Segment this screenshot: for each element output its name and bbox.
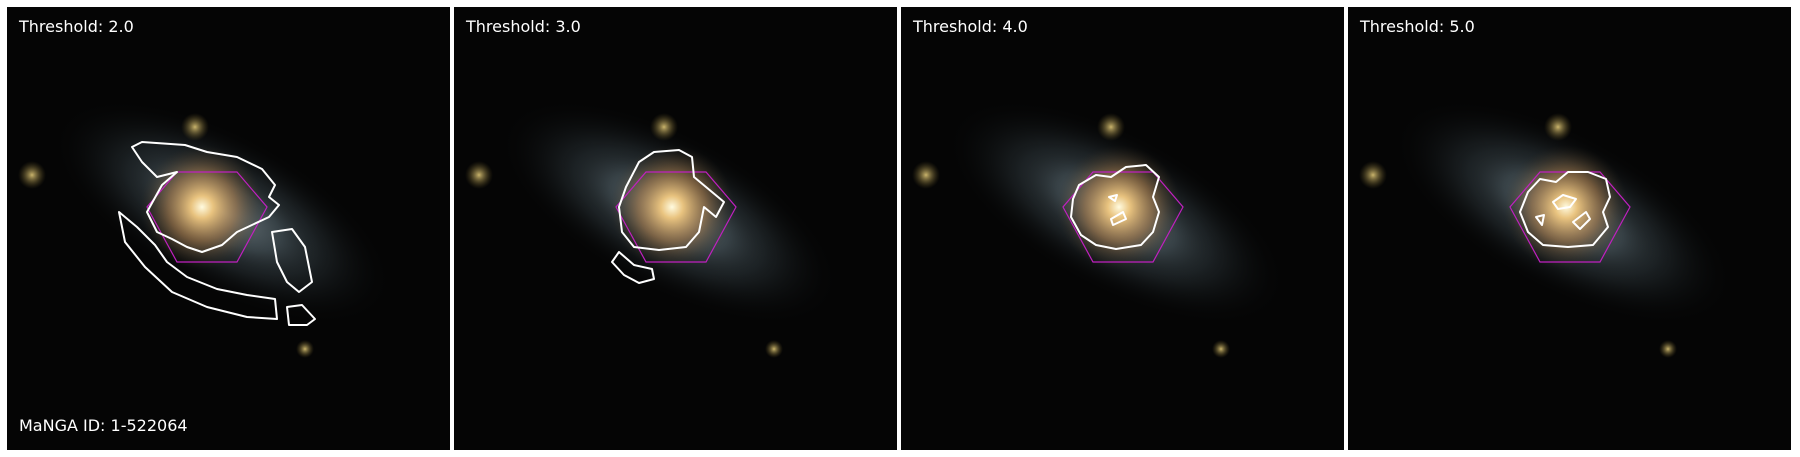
contour-path [1108,194,1118,202]
threshold-label: Threshold: 5.0 [1360,17,1475,36]
galaxy-image [454,7,897,450]
foreground-star [465,161,493,189]
contour-path [1110,211,1127,226]
image-panel-threshold-2: Threshold: 2.0 MaNGA ID: 1-522064 [7,7,450,450]
threshold-contours [118,141,316,326]
manga-id-label: MaNGA ID: 1-522064 [19,416,188,435]
foreground-star [650,113,678,141]
contour-path [1535,214,1545,226]
threshold-contours [1519,171,1611,248]
galaxy-image [1348,7,1791,450]
contour-path [611,251,655,284]
foreground-star [1359,161,1387,189]
foreground-star [18,161,46,189]
contour-path [1070,164,1160,250]
foreground-star [296,340,314,358]
foreground-star [1659,340,1677,358]
contour-path [1552,194,1577,210]
galaxy-bulge [610,145,734,269]
foreground-star [1544,113,1572,141]
galaxy-image [901,7,1344,450]
ifu-hexagon [146,171,268,263]
contour-path [1519,171,1611,248]
image-panel-threshold-4: Threshold: 4.0 [901,7,1344,450]
contour-path [271,228,313,293]
image-panel-threshold-3: Threshold: 3.0 [454,7,897,450]
contour-path [618,149,725,251]
ifu-hexagon [1509,171,1631,263]
galaxy-image [7,7,450,450]
foreground-star [912,161,940,189]
contour-path [131,141,280,253]
contour-path [118,211,278,320]
image-panel-threshold-5: Threshold: 5.0 [1348,7,1791,450]
threshold-label: Threshold: 2.0 [19,17,134,36]
foreground-star [765,340,783,358]
foreground-star [1212,340,1230,358]
ifu-hexagon [615,171,737,263]
threshold-label: Threshold: 3.0 [466,17,581,36]
contour-path [286,304,316,326]
threshold-contours [1070,164,1160,250]
threshold-label: Threshold: 4.0 [913,17,1028,36]
galaxy-bulge [1057,145,1181,269]
foreground-star [1097,113,1125,141]
threshold-contours [611,149,725,284]
contour-path [1572,211,1591,230]
foreground-star [181,113,209,141]
